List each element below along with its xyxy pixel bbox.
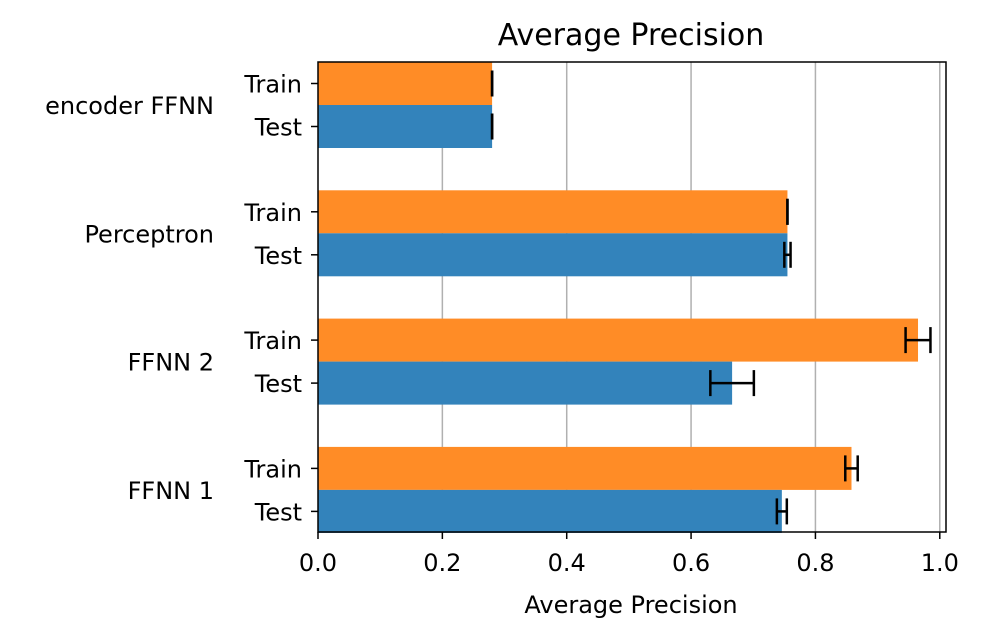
x-tick-label: 0.0 (299, 549, 337, 577)
axes-frame (317, 61, 947, 533)
x-tick-label: 0.4 (548, 549, 586, 577)
bar-label: Test (254, 242, 302, 270)
bars (318, 62, 919, 533)
bar (318, 190, 788, 234)
error-bars (490, 70, 932, 525)
bar (318, 62, 493, 105)
bar-label: Test (254, 114, 302, 142)
bar-label: Test (254, 498, 302, 526)
bar-label: Test (254, 370, 302, 398)
bar (318, 361, 733, 405)
bar (318, 489, 782, 533)
x-axis-ticks: 0.0 0.2 0.4 0.6 0.8 1.0 (299, 532, 959, 577)
bar-label: Train (243, 71, 302, 99)
x-tick-label: 0.6 (672, 549, 710, 577)
x-tick-label: 0.8 (796, 549, 834, 577)
group-label: encoder FFNN (45, 92, 214, 120)
bar (318, 446, 852, 490)
bar (318, 233, 788, 277)
y-axis-labels: Train Test encoder FFNN Train Test Perceptron… (45, 71, 318, 526)
group-label: Perceptron (84, 220, 214, 248)
group-label: FFNN 2 (128, 349, 214, 377)
x-tick-label: 1.0 (921, 549, 959, 577)
bar (318, 318, 919, 362)
group-label: FFNN 1 (128, 477, 214, 505)
chart-title: Average Precision (498, 18, 765, 53)
bar-label: Train (243, 455, 302, 483)
bar (318, 105, 493, 148)
bar-label: Train (243, 199, 302, 227)
x-tick-label: 0.2 (423, 549, 461, 577)
x-axis-label: Average Precision (524, 591, 737, 619)
bar-label: Train (243, 327, 302, 355)
